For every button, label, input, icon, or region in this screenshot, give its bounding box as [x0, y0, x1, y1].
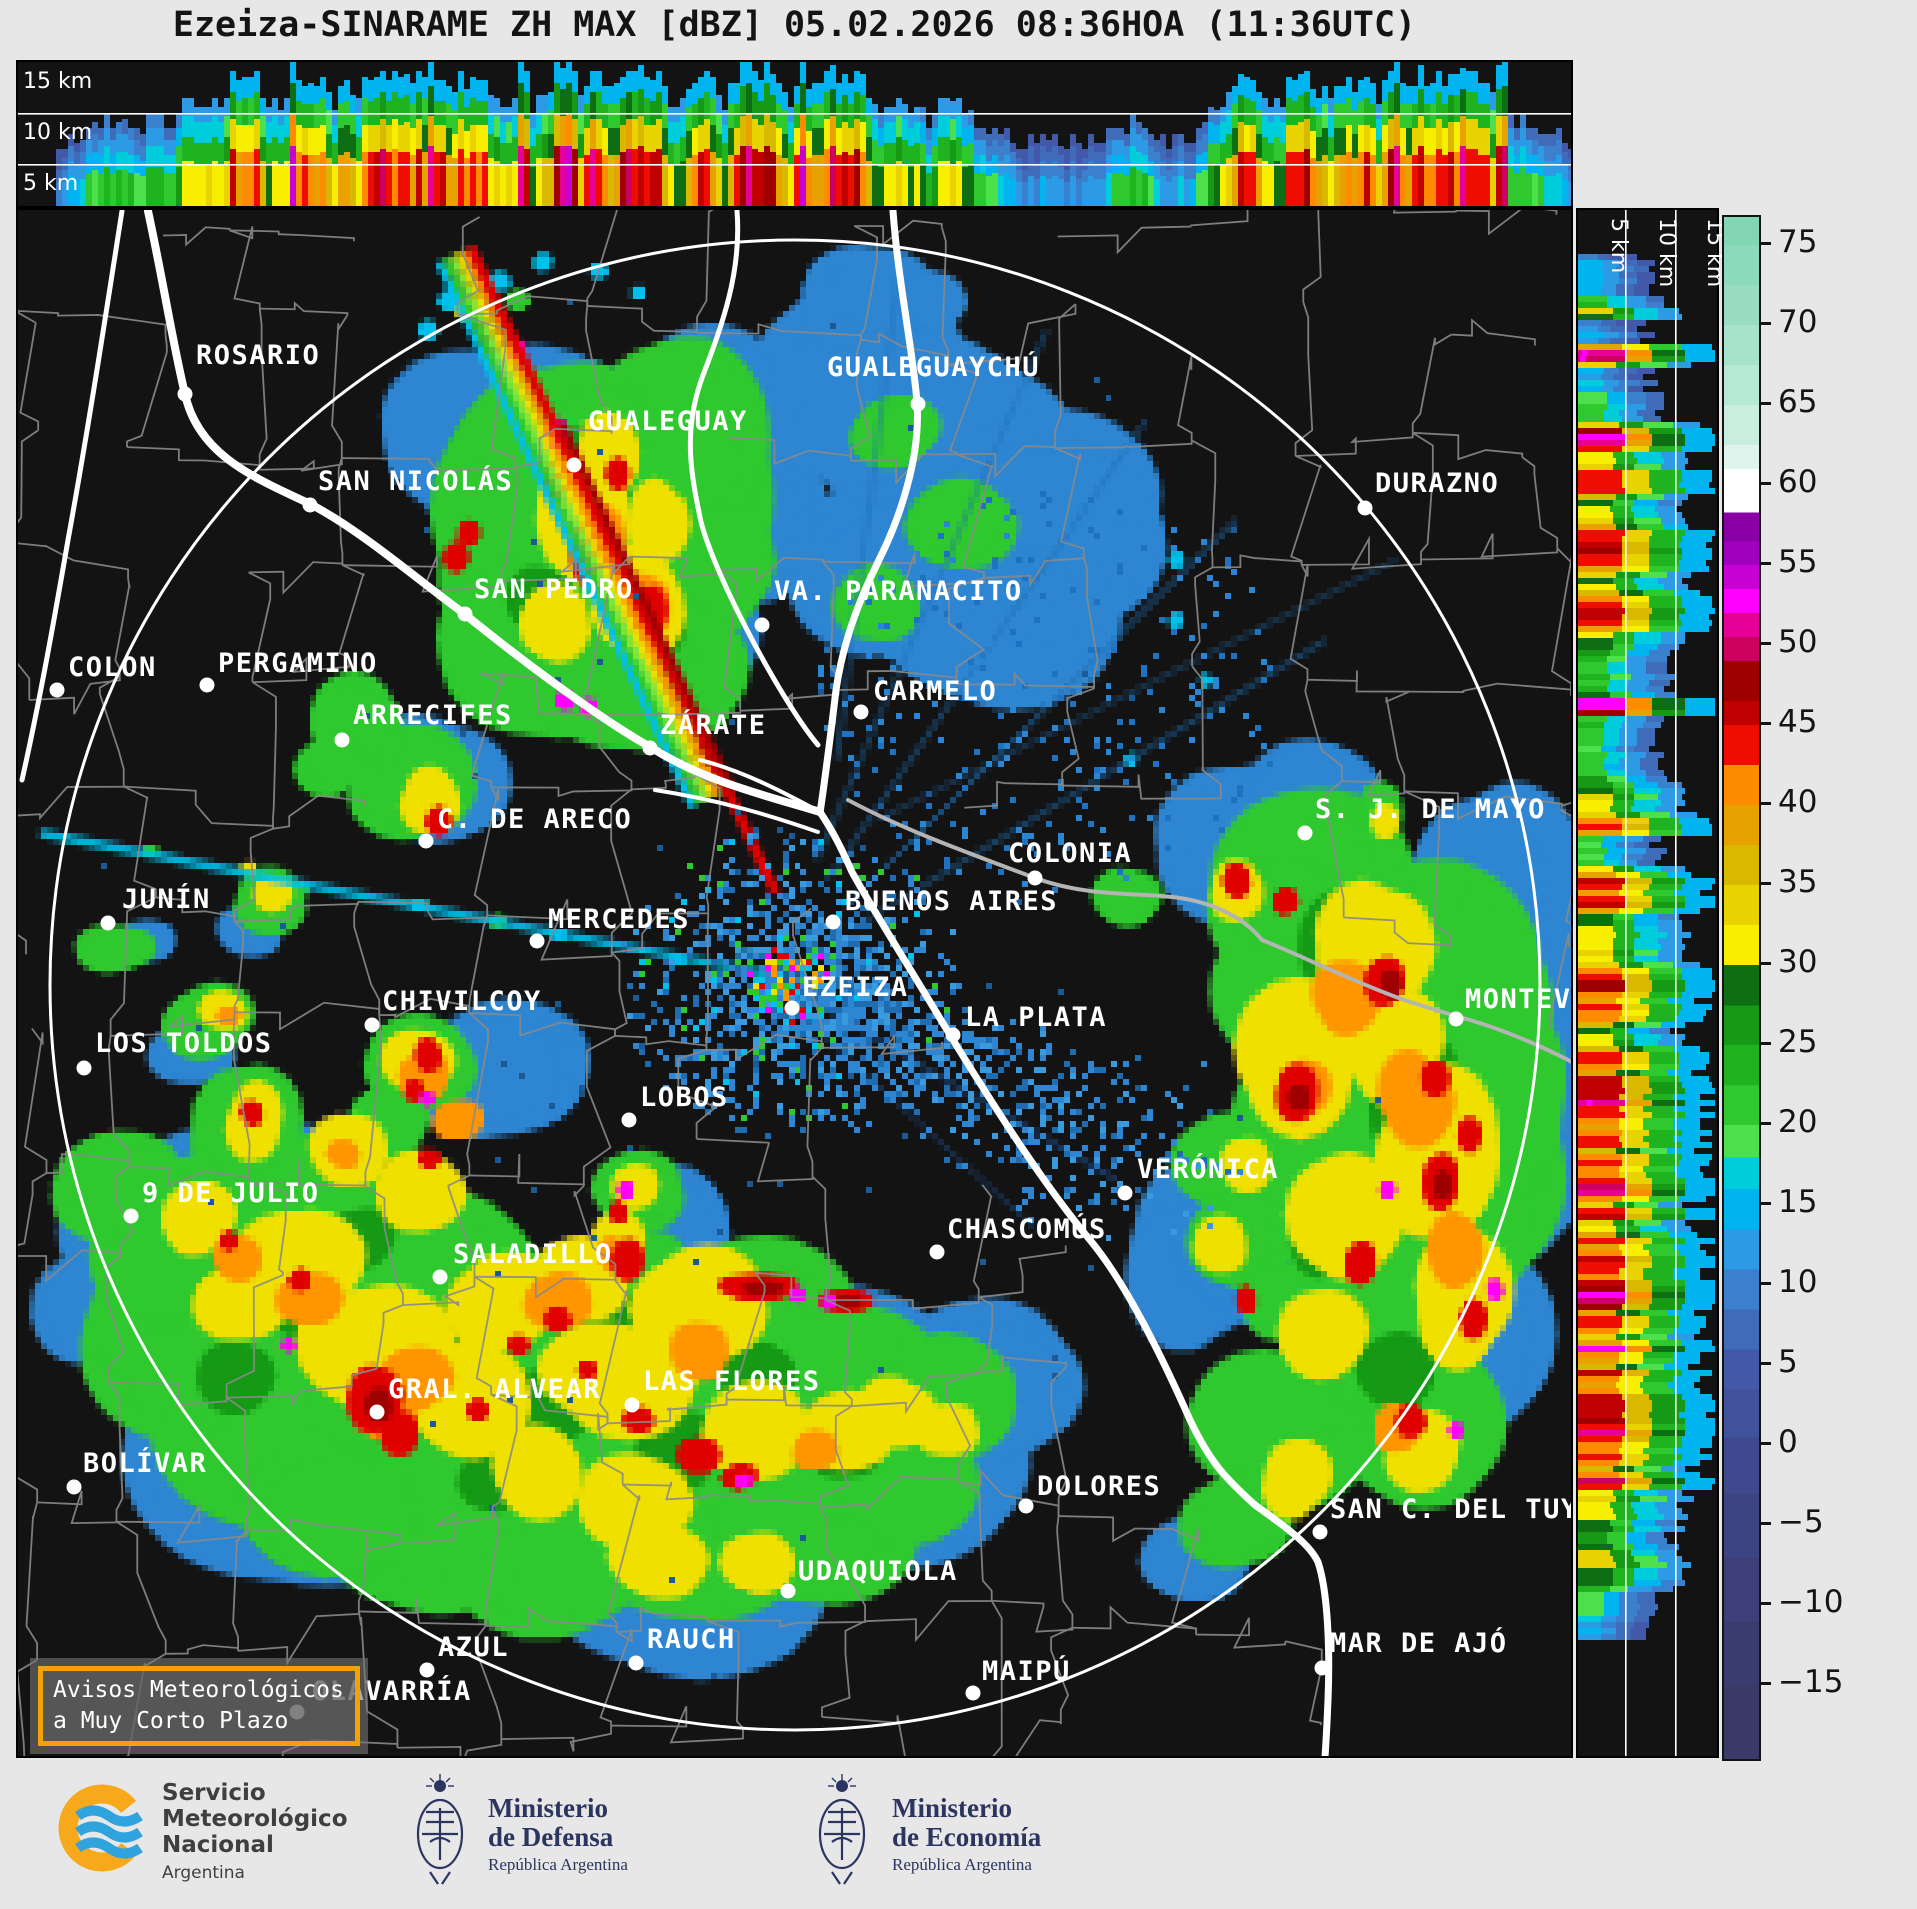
defensa-line-2: de Defensa: [488, 1822, 614, 1852]
colorbar-tick: [1759, 1681, 1771, 1685]
cross-section-top-panel: [17, 61, 1572, 207]
smn-logo-block: Servicio Meteorológico Nacional Argentin…: [40, 1766, 460, 1909]
colorbar-tick: [1759, 1441, 1771, 1445]
short-term-warnings-border: Avisos Meteorológicos a Muy Corto Plazo: [38, 1666, 360, 1746]
colorbar-tick-label: 35: [1778, 864, 1818, 901]
colorbar-tick-label: 40: [1778, 784, 1818, 821]
colorbar-tick: [1759, 801, 1771, 805]
smn-line-3: Nacional: [162, 1832, 274, 1858]
colorbar-tick: [1759, 1521, 1771, 1525]
smn-line-2: Meteorológico: [162, 1806, 348, 1832]
colorbar-tick: [1759, 401, 1771, 405]
colorbar-tick: [1759, 1361, 1771, 1365]
colorbar-tick: [1759, 481, 1771, 485]
economia-line-2: de Economía: [892, 1822, 1042, 1852]
colorbar-tick: [1759, 561, 1771, 565]
defensa-logo-block: Ministerio de Defensa República Argentin…: [410, 1766, 770, 1909]
short-term-warnings-box[interactable]: Avisos Meteorológicos a Muy Corto Plazo: [30, 1658, 368, 1754]
colorbar-tick: [1759, 641, 1771, 645]
cross-section-right-panel: [1577, 209, 1718, 1757]
defensa-coat-icon: [416, 1774, 464, 1885]
radar-map-panel: [17, 209, 1572, 1757]
colorbar-tick-label: 0: [1778, 1424, 1798, 1461]
colorbar-tick: [1759, 881, 1771, 885]
defensa-text: Ministerio de Defensa República Argentin…: [488, 1794, 628, 1875]
economia-logo-block: Ministerio de Economía República Argenti…: [812, 1766, 1192, 1909]
colorbar-tick-label: 70: [1778, 304, 1818, 341]
colorbar-tick-label: 45: [1778, 704, 1818, 741]
smn-logo-text: Servicio Meteorológico Nacional Argentin…: [162, 1780, 348, 1886]
boundary-line: [0, 1256, 14, 1413]
colorbar-tick-label: 25: [1778, 1024, 1818, 1061]
economia-text: Ministerio de Economía República Argenti…: [892, 1794, 1041, 1875]
colorbar-tick: [1759, 1121, 1771, 1125]
colorbar-tick: [1759, 241, 1771, 245]
colorbar-tick: [1759, 321, 1771, 325]
defensa-line-1: Ministerio: [488, 1793, 608, 1823]
economia-line-1: Ministerio: [892, 1793, 1012, 1823]
colorbar-tick: [1759, 1601, 1771, 1605]
defensa-line-3: República Argentina: [488, 1855, 628, 1874]
colorbar-tick-label: 55: [1778, 544, 1818, 581]
economia-coat-icon: [818, 1774, 866, 1885]
colorbar-tick-label: 30: [1778, 944, 1818, 981]
economia-line-3: República Argentina: [892, 1855, 1032, 1874]
alert-line-2: a Muy Corto Plazo: [53, 1708, 289, 1734]
colorbar-tick: [1759, 1201, 1771, 1205]
colorbar-tick-label: 20: [1778, 1104, 1818, 1141]
colorbar-tick-label: 15: [1778, 1184, 1818, 1221]
boundary-line: [0, 192, 15, 310]
colorbar-tick-label: 75: [1778, 224, 1818, 260]
colorbar-tick-label: −5: [1778, 1504, 1824, 1541]
colorbar-tick-label: −10: [1778, 1584, 1844, 1621]
colorbar-tick: [1759, 1041, 1771, 1045]
footer-logos: Servicio Meteorológico Nacional Argentin…: [0, 1766, 1917, 1909]
smn-line-1: Servicio: [162, 1780, 266, 1806]
smn-line-4: Argentina: [162, 1863, 245, 1883]
colorbar-tick: [1759, 721, 1771, 725]
dbz-colorbar: [1722, 215, 1761, 1761]
colorbar-tick-label: 5: [1778, 1344, 1798, 1381]
colorbar-tick: [1759, 1281, 1771, 1285]
colorbar-tick-label: 10: [1778, 1264, 1818, 1301]
page-title: Ezeiza-SINARAME ZH MAX [dBZ] 05.02.2026 …: [172, 5, 1417, 45]
colorbar-tick-label: 60: [1778, 464, 1818, 501]
colorbar-tick-label: 50: [1778, 624, 1818, 661]
alert-line-1: Avisos Meteorológicos: [53, 1677, 344, 1703]
colorbar-tick-label: 65: [1778, 384, 1818, 421]
colorbar-tick-label: −15: [1778, 1664, 1844, 1701]
colorbar-tick: [1759, 961, 1771, 965]
smn-logo-icon: [58, 1784, 146, 1872]
